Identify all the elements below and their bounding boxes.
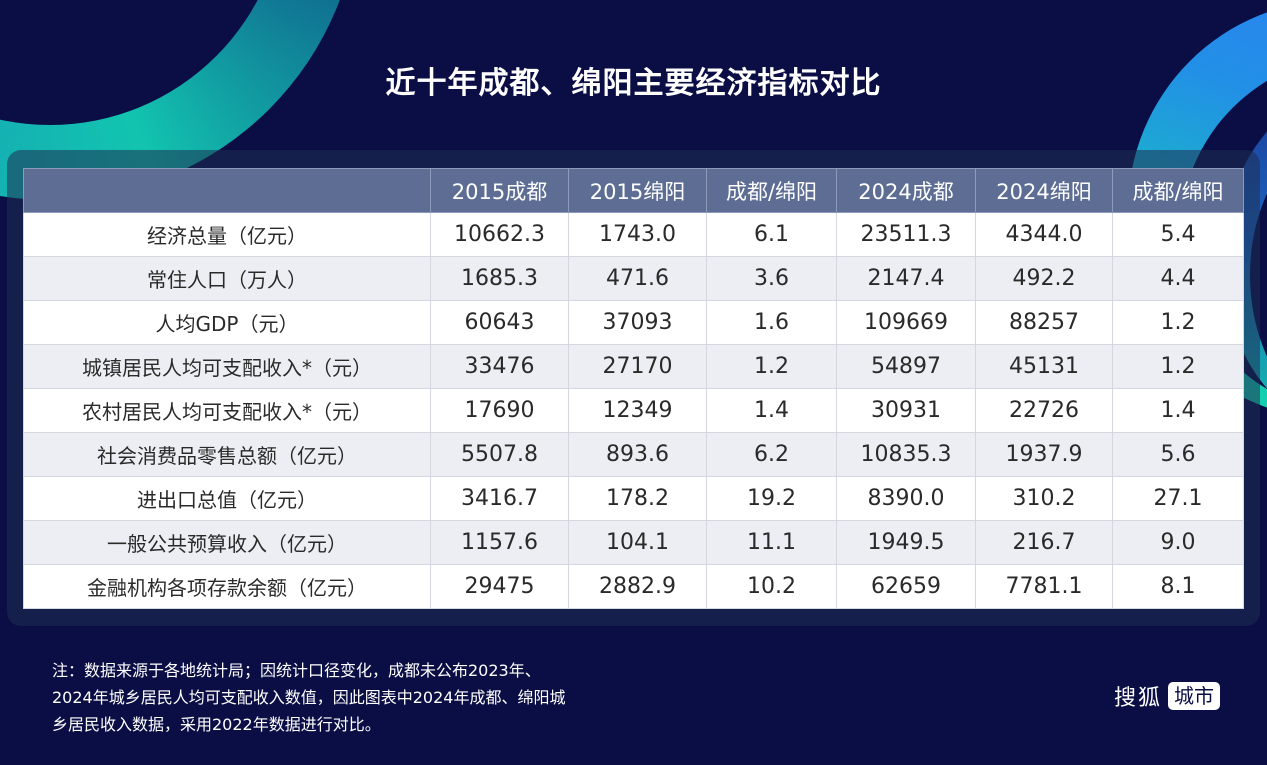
cell-2015-mianyang: 104.1	[568, 520, 707, 565]
cell-2015-ratio: 1.2	[706, 344, 837, 389]
table-row: 城镇居民人均可支配收入*（元） 33476 27170 1.2 54897 45…	[23, 344, 1244, 389]
row-label: 经济总量（亿元）	[23, 212, 431, 257]
table-row: 人均GDP（元） 60643 37093 1.6 109669 88257 1.…	[23, 300, 1244, 345]
cell-2015-chengdu: 29475	[430, 564, 569, 609]
cell-2024-chengdu: 30931	[836, 388, 976, 433]
cell-2015-chengdu: 1157.6	[430, 520, 569, 565]
row-label: 城镇居民人均可支配收入*（元）	[23, 344, 431, 389]
column-header-2024-chengdu: 2024成都	[836, 168, 976, 213]
logo-badge: 城市	[1168, 682, 1221, 710]
cell-2024-mianyang: 45131	[975, 344, 1113, 389]
cell-2024-ratio: 1.4	[1112, 388, 1244, 433]
cell-2024-mianyang: 216.7	[975, 520, 1113, 565]
table-row: 进出口总值（亿元） 3416.7 178.2 19.2 8390.0 310.2…	[23, 476, 1244, 521]
table-row: 金融机构各项存款余额（亿元） 29475 2882.9 10.2 62659 7…	[23, 564, 1244, 609]
cell-2024-ratio: 27.1	[1112, 476, 1244, 521]
cell-2024-ratio: 1.2	[1112, 300, 1244, 345]
cell-2024-chengdu: 23511.3	[836, 212, 976, 257]
cell-2015-ratio: 3.6	[706, 256, 837, 301]
cell-2015-mianyang: 27170	[568, 344, 707, 389]
cell-2015-ratio: 6.2	[706, 432, 837, 477]
cell-2015-mianyang: 178.2	[568, 476, 707, 521]
cell-2024-ratio: 5.6	[1112, 432, 1244, 477]
cell-2015-chengdu: 5507.8	[430, 432, 569, 477]
sohu-city-logo: 搜狐 城市	[1114, 680, 1221, 712]
cell-2024-chengdu: 62659	[836, 564, 976, 609]
row-label: 农村居民人均可支配收入*（元）	[23, 388, 431, 433]
row-label: 常住人口（万人）	[23, 256, 431, 301]
cell-2024-ratio: 4.4	[1112, 256, 1244, 301]
footnote-line: 注：数据来源于各地统计局；因统计口径变化，成都未公布2023年、	[52, 661, 541, 680]
table-header-row: 2015成都 2015绵阳 成都/绵阳 2024成都 2024绵阳 成都/绵阳	[23, 168, 1244, 213]
table-row: 社会消费品零售总额（亿元） 5507.8 893.6 6.2 10835.3 1…	[23, 432, 1244, 477]
cell-2024-mianyang: 1937.9	[975, 432, 1113, 477]
cell-2015-chengdu: 3416.7	[430, 476, 569, 521]
cell-2015-ratio: 11.1	[706, 520, 837, 565]
cell-2024-ratio: 5.4	[1112, 212, 1244, 257]
column-header-indicator	[23, 168, 431, 213]
column-header-2024-ratio: 成都/绵阳	[1112, 168, 1244, 213]
cell-2024-ratio: 9.0	[1112, 520, 1244, 565]
cell-2024-mianyang: 492.2	[975, 256, 1113, 301]
table-row: 经济总量（亿元） 10662.3 1743.0 6.1 23511.3 4344…	[23, 212, 1244, 257]
cell-2015-mianyang: 471.6	[568, 256, 707, 301]
cell-2024-chengdu: 54897	[836, 344, 976, 389]
cell-2024-chengdu: 8390.0	[836, 476, 976, 521]
cell-2015-mianyang: 2882.9	[568, 564, 707, 609]
cell-2015-chengdu: 33476	[430, 344, 569, 389]
column-header-2015-chengdu: 2015成都	[430, 168, 569, 213]
cell-2015-chengdu: 17690	[430, 388, 569, 433]
cell-2024-ratio: 1.2	[1112, 344, 1244, 389]
cell-2015-ratio: 6.1	[706, 212, 837, 257]
row-label: 金融机构各项存款余额（亿元）	[23, 564, 431, 609]
cell-2024-mianyang: 7781.1	[975, 564, 1113, 609]
column-header-2015-ratio: 成都/绵阳	[706, 168, 837, 213]
cell-2024-chengdu: 10835.3	[836, 432, 976, 477]
footnote: 注：数据来源于各地统计局；因统计口径变化，成都未公布2023年、 2024年城乡…	[52, 657, 565, 738]
row-label: 一般公共预算收入（亿元）	[23, 520, 431, 565]
table-row: 常住人口（万人） 1685.3 471.6 3.6 2147.4 492.2 4…	[23, 256, 1244, 301]
cell-2024-chengdu: 2147.4	[836, 256, 976, 301]
cell-2015-chengdu: 1685.3	[430, 256, 569, 301]
cell-2015-ratio: 1.4	[706, 388, 837, 433]
cell-2015-mianyang: 12349	[568, 388, 707, 433]
cell-2015-ratio: 19.2	[706, 476, 837, 521]
page-title: 近十年成都、绵阳主要经济指标对比	[385, 66, 882, 101]
footnote-line: 2024年城乡居民人均可支配收入数值，因此图表中2024年成都、绵阳城	[52, 688, 566, 707]
cell-2024-ratio: 8.1	[1112, 564, 1244, 609]
cell-2015-mianyang: 1743.0	[568, 212, 707, 257]
cell-2024-mianyang: 88257	[975, 300, 1113, 345]
row-label: 人均GDP（元）	[23, 300, 431, 345]
logo-text: 搜狐	[1114, 686, 1163, 711]
cell-2015-mianyang: 893.6	[568, 432, 707, 477]
table-row: 一般公共预算收入（亿元） 1157.6 104.1 11.1 1949.5 21…	[23, 520, 1244, 565]
row-label: 社会消费品零售总额（亿元）	[23, 432, 431, 477]
cell-2015-ratio: 10.2	[706, 564, 837, 609]
column-header-2015-mianyang: 2015绵阳	[568, 168, 707, 213]
cell-2024-mianyang: 4344.0	[975, 212, 1113, 257]
cell-2024-mianyang: 22726	[975, 388, 1113, 433]
column-header-2024-mianyang: 2024绵阳	[975, 168, 1113, 213]
cell-2015-chengdu: 10662.3	[430, 212, 569, 257]
cell-2024-chengdu: 1949.5	[836, 520, 976, 565]
cell-2024-mianyang: 310.2	[975, 476, 1113, 521]
comparison-table: 2015成都 2015绵阳 成都/绵阳 2024成都 2024绵阳 成都/绵阳 …	[23, 168, 1244, 609]
cell-2024-chengdu: 109669	[836, 300, 976, 345]
cell-2015-chengdu: 60643	[430, 300, 569, 345]
footnote-line: 乡居民收入数据，采用2022年数据进行对比。	[52, 715, 381, 734]
cell-2015-ratio: 1.6	[706, 300, 837, 345]
table-row: 农村居民人均可支配收入*（元） 17690 12349 1.4 30931 22…	[23, 388, 1244, 433]
row-label: 进出口总值（亿元）	[23, 476, 431, 521]
cell-2015-mianyang: 37093	[568, 300, 707, 345]
